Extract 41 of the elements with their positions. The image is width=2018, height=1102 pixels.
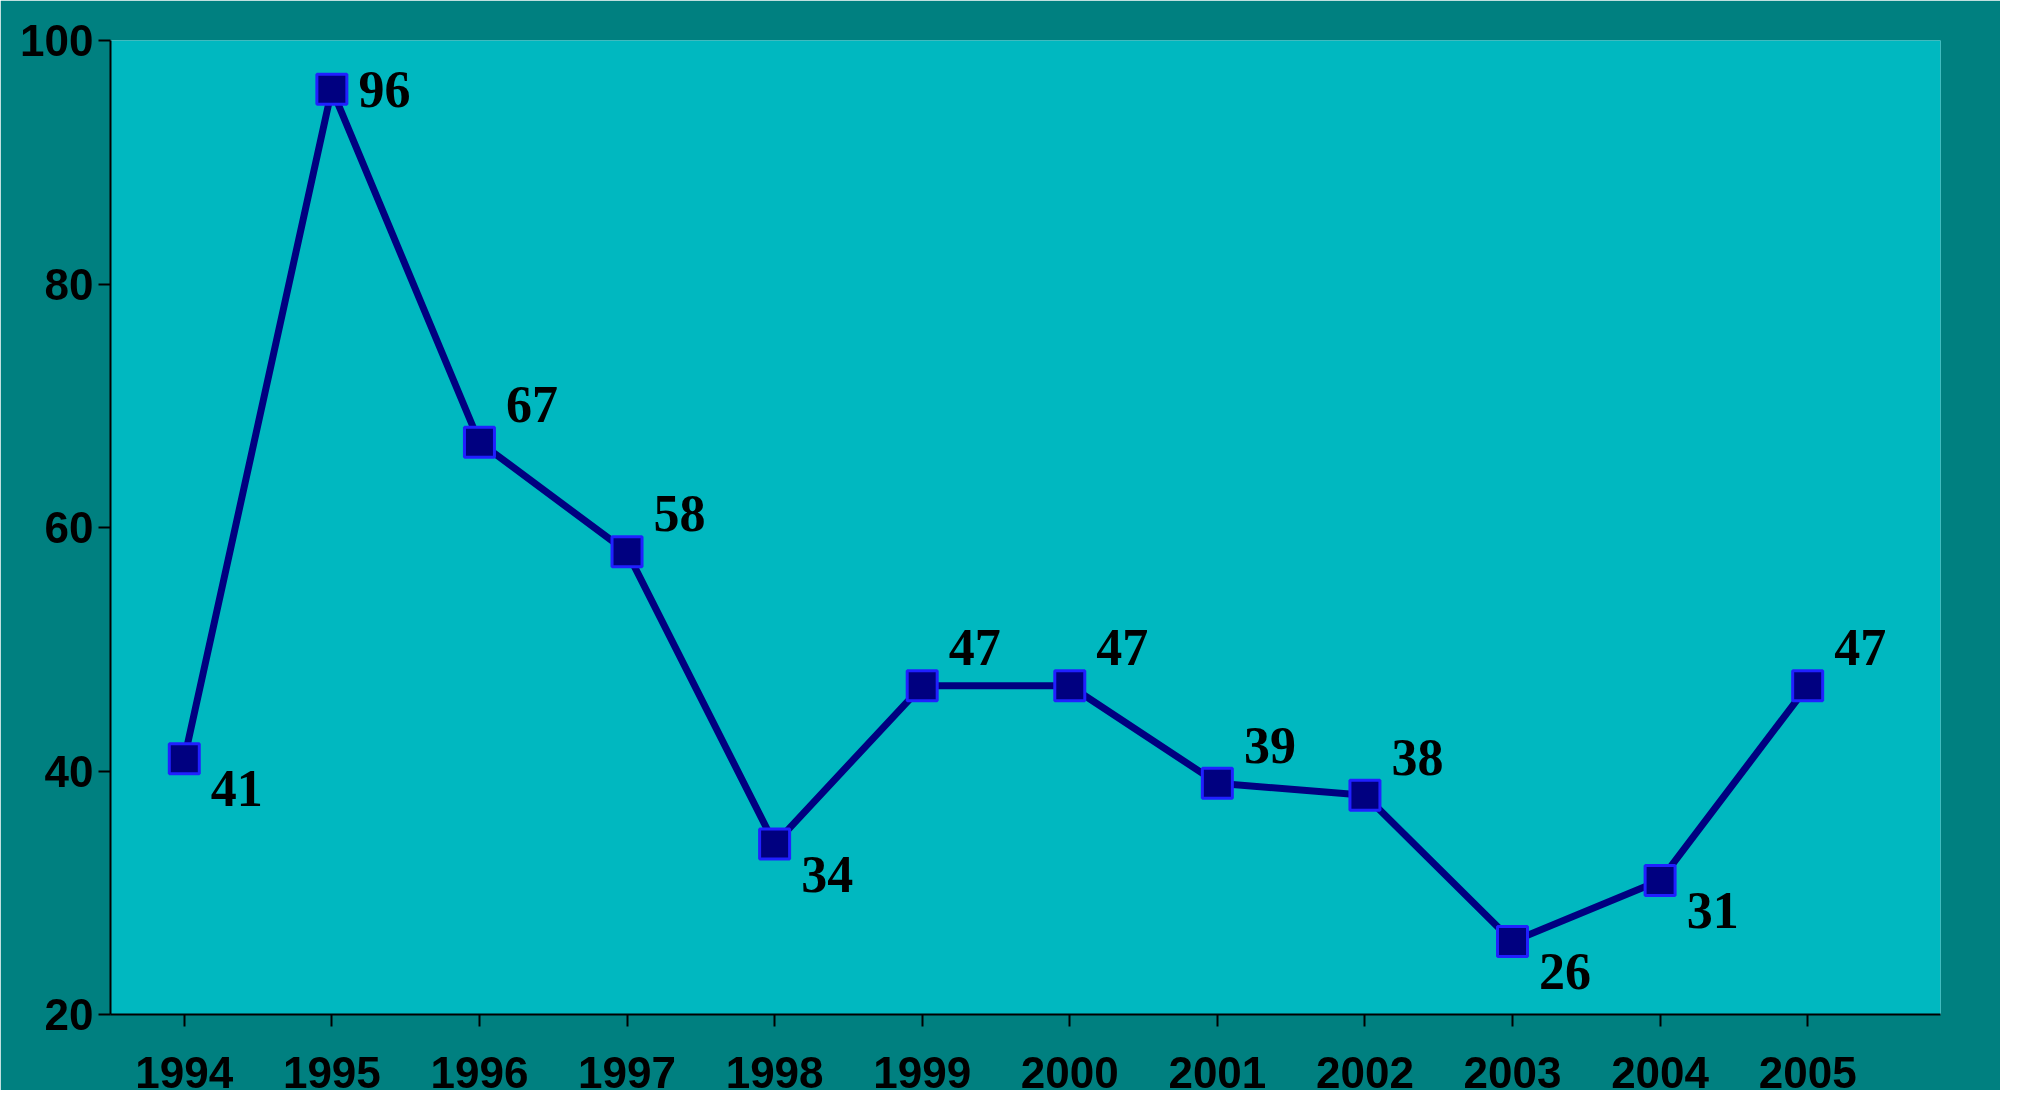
y-tick-label: 40 [44, 746, 94, 796]
data-label: 38 [1391, 728, 1444, 786]
data-label: 47 [948, 619, 1001, 677]
data-label: 47 [1834, 619, 1887, 677]
point [1791, 669, 1825, 703]
data-label: 67 [506, 375, 559, 433]
point [1496, 924, 1530, 958]
point [1053, 669, 1087, 703]
x-tick-label: 1998 [725, 1047, 824, 1097]
point [315, 72, 349, 106]
x-tick-label: 2004 [1611, 1047, 1710, 1097]
data-label: 58 [653, 485, 706, 543]
y-tick-label: 20 [44, 990, 94, 1039]
point [1643, 864, 1677, 898]
point [905, 669, 939, 703]
data-label: 47 [1096, 619, 1149, 677]
point [610, 535, 644, 569]
data-label: 39 [1243, 716, 1296, 774]
x-tick-label: 2002 [1315, 1047, 1414, 1097]
x-tick-label: 1997 [578, 1047, 676, 1097]
point [758, 827, 792, 861]
data-label: 96 [358, 60, 411, 118]
point [1348, 778, 1382, 812]
x-tick-label: 2000 [1020, 1047, 1119, 1097]
x-tick-label: 2005 [1758, 1047, 1857, 1097]
data-label: 31 [1686, 882, 1739, 940]
data-label: 26 [1539, 942, 1592, 1000]
x-tick-label: 1999 [873, 1047, 972, 1097]
x-tick-label: 1995 [282, 1047, 381, 1097]
point [167, 742, 201, 776]
x-tick-label: 1994 [135, 1047, 234, 1097]
x-tick-label: 2001 [1168, 1047, 1267, 1097]
point [462, 425, 496, 459]
x-tick-label: 2003 [1463, 1047, 1562, 1097]
y-tick-label: 100 [20, 16, 94, 65]
y-tick-label: 60 [44, 503, 94, 552]
x-tick-label: 1996 [430, 1047, 529, 1097]
data-label: 41 [210, 760, 263, 818]
point [1200, 766, 1234, 800]
data-label: 34 [801, 845, 854, 903]
y-tick-label: 80 [44, 259, 94, 309]
